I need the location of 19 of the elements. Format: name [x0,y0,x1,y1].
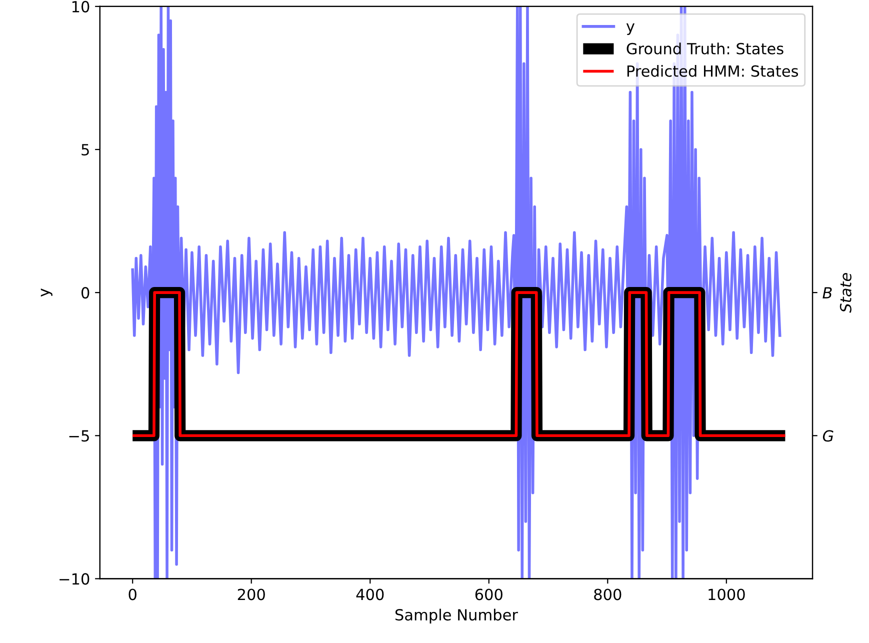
y-tick-label: −10 [60,573,90,585]
y-tick-label: 10 [72,0,90,12]
text: B [822,287,832,298]
y-tick-label: 5 [82,144,89,156]
y-axis-title: y [40,288,52,297]
legend-label: y [626,23,635,35]
x-tick-label: 1000 [708,588,745,600]
y-tick-label: 0 [82,287,90,299]
x-axis-title: Sample Number [395,608,518,624]
text: G [822,430,834,442]
legend-label: Predicted HMM: States [627,65,798,77]
x-tick-label: 800 [594,588,622,600]
legend-label: Ground Truth: States [626,42,784,54]
x-tick-label: 200 [238,588,265,600]
x-tick-label: 0 [128,588,136,600]
y-tick-label: −5 [69,430,89,442]
y2-axis-title: State [840,273,852,313]
x-tick-label: 600 [475,588,502,600]
x-tick-label: 400 [356,588,384,600]
